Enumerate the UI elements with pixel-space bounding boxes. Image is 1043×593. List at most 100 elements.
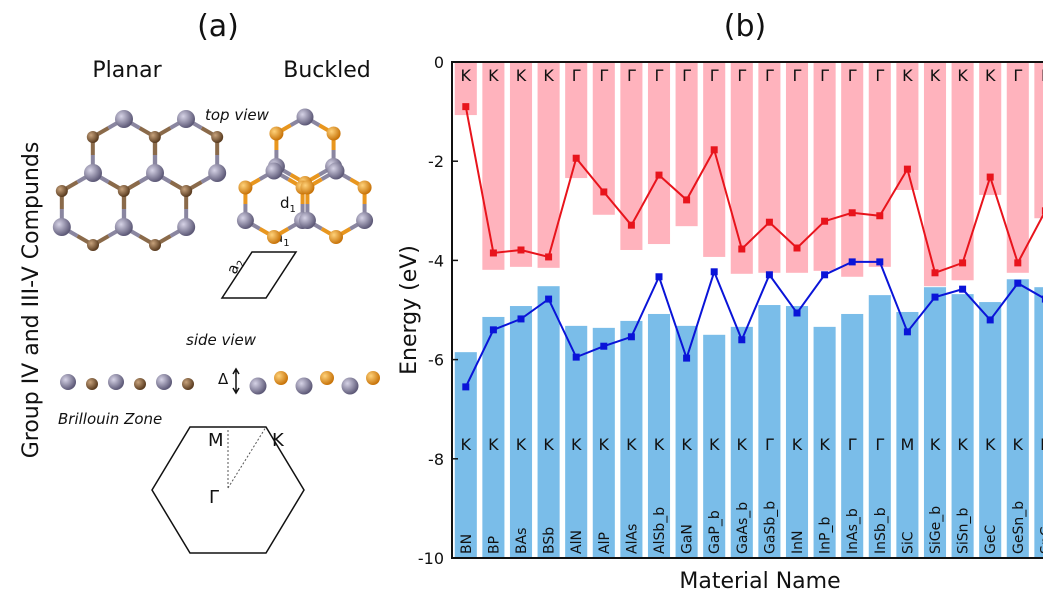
marker [627, 333, 635, 341]
marker [986, 316, 994, 324]
k-point-label: K [626, 435, 637, 454]
x-tick-label: AlAs [624, 524, 640, 554]
structure-panel: (a) Planar Buckled top view side view Br… [19, 9, 380, 554]
side-title: Group IV and III-V Compunds [19, 142, 44, 459]
bar [1034, 287, 1043, 558]
x-tick-label: InAs_b [845, 508, 861, 554]
k-point-label: Γ [793, 66, 802, 85]
marker [517, 315, 525, 323]
atom [114, 218, 133, 236]
x-tick-label: BSb [542, 527, 558, 554]
k-point-label: Γ [1013, 66, 1022, 85]
x-tick-label: GeC [983, 525, 999, 554]
atom [149, 239, 161, 251]
marker [903, 165, 911, 173]
atom [180, 185, 193, 197]
bar [868, 62, 891, 267]
k-point-label: Γ [655, 66, 664, 85]
x-tick-label: InN [790, 531, 806, 554]
marker [986, 173, 994, 181]
atom [356, 212, 374, 229]
marker [1014, 259, 1022, 267]
k-point-label: K [985, 66, 996, 85]
marker [489, 326, 497, 334]
bar [1034, 62, 1043, 219]
atom [249, 377, 267, 395]
y-tick-label: -4 [428, 251, 444, 270]
atom [357, 180, 372, 195]
marker [600, 188, 608, 196]
bar [813, 62, 836, 271]
bar [703, 62, 726, 257]
k-point-label: Γ [682, 66, 691, 85]
x-axis-label: Material Name [679, 569, 840, 593]
bar [785, 62, 809, 273]
x-tick-label: GaSb_b [762, 501, 778, 554]
bar [620, 320, 643, 558]
k-point-label: K [488, 66, 499, 85]
atom [146, 164, 164, 182]
k-point-label: Γ [599, 66, 608, 85]
k-point-label: K [516, 435, 527, 454]
y-tick-label: 0 [434, 53, 444, 72]
k-point-label: Γ [820, 66, 829, 85]
marker [655, 273, 663, 281]
plot-area: KKKKΓΓΓΓΓΓΓΓΓΓΓΓKKKKΓΓKKKKKKKKKKKΓKKΓΓMK… [454, 62, 1043, 558]
bar [896, 311, 919, 558]
bar [675, 62, 698, 227]
marker [931, 293, 939, 301]
k-point-label: Γ [1041, 66, 1043, 85]
k-point-label: Γ [875, 435, 884, 454]
atom [300, 180, 315, 195]
side-view-label: side view [186, 331, 257, 349]
atom [265, 162, 283, 180]
atom [86, 378, 98, 390]
delta-label: Δ [218, 370, 229, 388]
atom [366, 371, 380, 385]
k-point-label: Γ [765, 435, 774, 454]
marker [876, 212, 884, 220]
marker [1014, 279, 1022, 287]
bz-hexagon [151, 426, 305, 554]
marker [738, 336, 746, 344]
bar [454, 62, 477, 116]
bz-paths [227, 426, 267, 489]
atom [274, 371, 288, 385]
marker [1041, 295, 1043, 303]
k-point-label: K [571, 435, 582, 454]
a1-sub: 1 [283, 238, 289, 249]
marker [765, 271, 773, 279]
atom [148, 131, 161, 143]
bz-k: K [272, 430, 285, 451]
k-point-label: K [957, 435, 968, 454]
k-point-label: Γ [848, 66, 857, 85]
bar [620, 62, 643, 250]
x-tick-label: SnC [1038, 526, 1043, 554]
x-tick-label: SiSn_b [956, 507, 972, 554]
bz-gamma: Γ [209, 487, 219, 508]
x-tick-label: GaP_b [707, 510, 723, 554]
marker [738, 245, 746, 253]
k-point-label: K [654, 435, 665, 454]
buckled-label: Buckled [283, 58, 370, 83]
atom [117, 185, 130, 197]
x-tick-label: BAs [514, 528, 530, 554]
bar [868, 295, 891, 558]
marker [765, 218, 773, 226]
bar [979, 302, 1002, 558]
atom [115, 110, 133, 128]
atom [296, 108, 314, 126]
panel-label: (a) [197, 9, 239, 44]
bar [841, 62, 864, 277]
x-tick-label: GeSn_b [1011, 501, 1027, 554]
k-point-label: K [930, 66, 941, 85]
bar [509, 306, 533, 558]
x-tick-label: GaAs_b [735, 502, 751, 554]
bar [509, 62, 533, 267]
x-tick-label: AlP [597, 532, 613, 554]
top-view-label: top view [205, 106, 270, 124]
k-point-label: K [985, 435, 996, 454]
k-point-label: Γ [737, 66, 746, 85]
marker [903, 328, 911, 336]
